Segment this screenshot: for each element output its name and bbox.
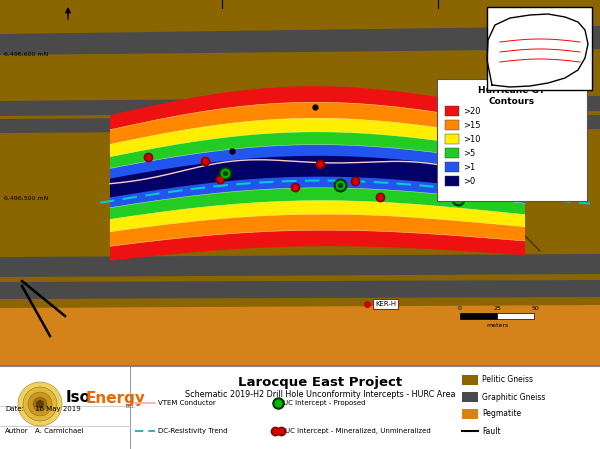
Text: >5: >5 — [463, 149, 475, 158]
Bar — [460, 313, 497, 319]
Text: Energy: Energy — [86, 391, 146, 405]
Polygon shape — [0, 96, 600, 116]
Text: 6,496,600 mN: 6,496,600 mN — [4, 52, 48, 57]
Bar — [487, 7, 592, 90]
Bar — [445, 176, 459, 186]
Text: >20: >20 — [463, 106, 481, 115]
Text: >15: >15 — [463, 120, 481, 129]
Text: UC Intercept - Proposed: UC Intercept - Proposed — [283, 401, 365, 406]
Text: >0: >0 — [463, 176, 475, 185]
Text: 16 May 2019: 16 May 2019 — [35, 406, 81, 412]
Text: UC Intercept - Mineralized, Unmineralized: UC Intercept - Mineralized, Unmineralize… — [285, 428, 431, 434]
Polygon shape — [110, 156, 525, 198]
Text: Schematic 2019-H2 Drill Hole Unconformity Intercepts - HURC Area: Schematic 2019-H2 Drill Hole Unconformit… — [185, 390, 455, 399]
Text: Author: Author — [5, 428, 29, 434]
Polygon shape — [0, 280, 600, 299]
Bar — [445, 162, 459, 172]
Circle shape — [28, 392, 52, 416]
Circle shape — [36, 400, 44, 408]
Bar — [445, 148, 459, 158]
Polygon shape — [110, 132, 525, 219]
Circle shape — [33, 397, 47, 411]
Text: meters: meters — [487, 323, 509, 328]
Text: >10: >10 — [463, 135, 481, 144]
Text: DC-Resistivity Trend: DC-Resistivity Trend — [158, 428, 227, 434]
Bar — [462, 375, 478, 385]
Text: KER-H: KER-H — [375, 301, 396, 307]
Text: 25: 25 — [493, 306, 501, 311]
Bar — [445, 134, 459, 144]
Text: Pelitic Gneiss: Pelitic Gneiss — [482, 375, 533, 384]
Text: Hurricane GT: Hurricane GT — [479, 86, 545, 95]
Text: VTEM Conductor: VTEM Conductor — [158, 401, 216, 406]
Text: Pegmatite: Pegmatite — [482, 409, 521, 418]
Text: Iso: Iso — [66, 391, 91, 405]
Polygon shape — [0, 115, 600, 133]
Polygon shape — [0, 26, 600, 55]
Polygon shape — [110, 102, 525, 246]
Text: Contours: Contours — [489, 97, 535, 106]
Text: >1: >1 — [463, 163, 475, 172]
Polygon shape — [0, 254, 600, 277]
Polygon shape — [0, 305, 600, 365]
Bar — [445, 106, 459, 116]
Text: Larocque East Project: Larocque East Project — [238, 376, 402, 389]
Bar — [437, 79, 587, 201]
Text: Graphitic Gneiss: Graphitic Gneiss — [482, 392, 545, 401]
Text: Date:: Date: — [5, 406, 24, 412]
Polygon shape — [110, 86, 525, 261]
Text: Ltd.: Ltd. — [126, 404, 136, 409]
Text: A. Carmichael: A. Carmichael — [35, 428, 83, 434]
Polygon shape — [110, 145, 525, 208]
Polygon shape — [110, 118, 525, 232]
Text: 6,496,500 mN: 6,496,500 mN — [4, 195, 48, 201]
Text: Fault: Fault — [482, 427, 500, 436]
Bar — [497, 313, 534, 319]
Circle shape — [18, 382, 62, 426]
Bar — [462, 392, 478, 402]
Bar — [462, 409, 478, 419]
Circle shape — [23, 387, 57, 421]
Bar — [0, 0, 600, 366]
Bar — [445, 120, 459, 130]
Text: 50: 50 — [531, 306, 539, 311]
Bar — [0, 366, 600, 449]
Text: 0: 0 — [458, 306, 462, 311]
